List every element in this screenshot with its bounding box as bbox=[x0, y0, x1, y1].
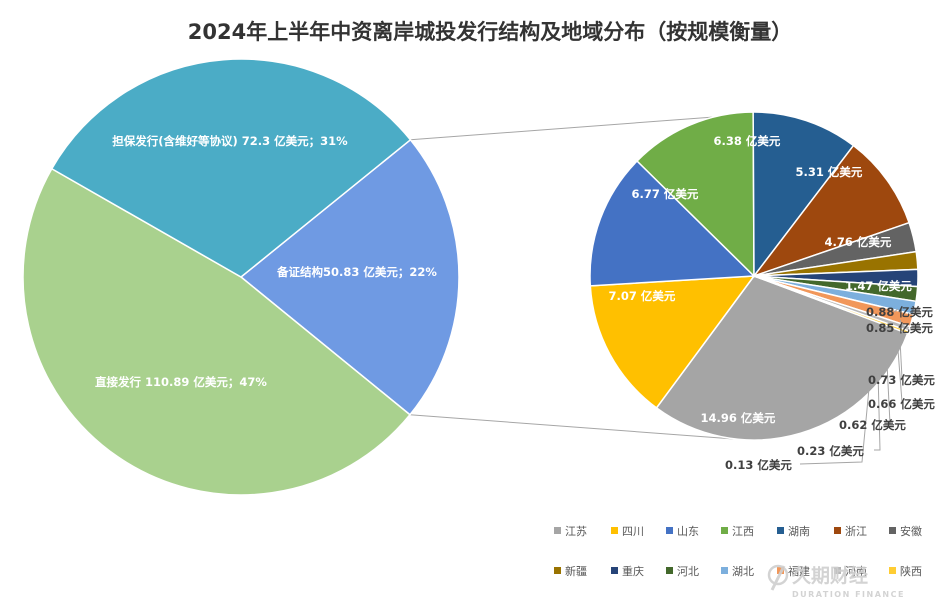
legend-label: 江苏 bbox=[565, 525, 587, 538]
legend-swatch bbox=[721, 527, 728, 534]
watermark-subtext: DURATION FINANCE bbox=[792, 590, 905, 599]
legend-item: 湖北 bbox=[721, 565, 754, 578]
watermark: 久期财经 DURATION FINANCE bbox=[767, 564, 905, 599]
leader-line bbox=[874, 371, 881, 451]
leader-line bbox=[799, 377, 871, 465]
legend-swatch bbox=[834, 527, 841, 534]
legend-swatch bbox=[777, 527, 784, 534]
legend-item: 陕西 bbox=[889, 564, 922, 578]
legend-label: 安徽 bbox=[900, 524, 922, 538]
secondary-pie-labels: 14.96 亿美元 7.07 亿美元 6.77 亿美元 6.38 亿美元 5.31 亿美… bbox=[609, 134, 936, 472]
legend-label: 江西 bbox=[732, 525, 754, 538]
legend-swatch bbox=[666, 567, 673, 574]
leader-line bbox=[886, 362, 891, 425]
secondary-pie-data-label: 4.76 亿美元 bbox=[825, 235, 892, 249]
legend-swatch bbox=[611, 527, 618, 534]
legend-item: 安徽 bbox=[889, 524, 922, 538]
secondary-pie-slice bbox=[752, 111, 855, 279]
secondary-pie bbox=[589, 111, 919, 441]
legend-swatch bbox=[554, 567, 561, 574]
legend-label: 河北 bbox=[677, 565, 699, 578]
legend-label: 山东 bbox=[677, 525, 699, 538]
leader-line bbox=[899, 319, 904, 328]
legend-label: 陕西 bbox=[900, 564, 922, 578]
secondary-pie-data-label: 0.85 亿美元 bbox=[866, 321, 933, 335]
watermark-text: 久期财经 bbox=[792, 564, 868, 587]
legend-swatch bbox=[889, 527, 896, 534]
legend-label: 重庆 bbox=[622, 564, 644, 578]
legend-item: 江西 bbox=[721, 525, 754, 538]
secondary-pie-data-label: 0.13 亿美元 bbox=[725, 458, 792, 472]
main-pie-slice bbox=[50, 58, 412, 278]
secondary-pie-data-label: 0.62 亿美元 bbox=[839, 418, 906, 432]
legend-label: 湖北 bbox=[732, 565, 754, 578]
secondary-pie-data-label: 7.07 亿美元 bbox=[609, 289, 676, 303]
secondary-pie-data-label: 0.23 亿美元 bbox=[797, 444, 864, 458]
legend-item: 江苏 bbox=[554, 525, 587, 538]
secondary-pie-slice bbox=[589, 159, 756, 287]
main-pie-slice bbox=[22, 167, 412, 496]
legend-swatch bbox=[666, 527, 673, 534]
secondary-pie-data-label: 6.38 亿美元 bbox=[714, 134, 781, 148]
main-pie: 担保发行(含维好等协议) 72.3 亿美元；31% 备证结构50.83 亿美元；2… bbox=[22, 58, 460, 496]
secondary-pie-data-label: 1.47 亿美元 bbox=[845, 279, 912, 293]
secondary-pie-slice bbox=[751, 144, 911, 278]
leader-line bbox=[893, 308, 899, 313]
watermark-logo-icon bbox=[767, 564, 789, 591]
main-pie-data-label: 备证结构50.83 亿美元；22% bbox=[276, 265, 437, 279]
legend-item: 山东 bbox=[666, 525, 699, 538]
secondary-pie-data-label: 14.96 亿美元 bbox=[701, 411, 776, 425]
connector-lines bbox=[409, 116, 735, 440]
legend-swatch bbox=[554, 527, 561, 534]
legend-swatch bbox=[611, 567, 618, 574]
legend-label: 浙江 bbox=[845, 525, 867, 538]
secondary-pie-data-label: 0.66 亿美元 bbox=[868, 397, 935, 411]
secondary-pie-data-label: 5.31 亿美元 bbox=[796, 165, 863, 179]
chart-title: 2024年上半年中资离岸城投发行结构及地域分布（按规模衡量） bbox=[188, 20, 792, 44]
legend-item: 浙江 bbox=[834, 525, 867, 538]
secondary-pie-leader-lines bbox=[799, 308, 904, 465]
secondary-pie-slice bbox=[635, 111, 755, 278]
legend-item: 湖南 bbox=[777, 525, 810, 538]
legend-label: 福建 bbox=[788, 564, 810, 578]
secondary-pie-slice bbox=[589, 275, 756, 409]
secondary-pie-slice bbox=[753, 275, 910, 335]
connector-line-bottom bbox=[409, 414, 735, 440]
legend-swatch bbox=[834, 567, 841, 574]
legend-item: 新疆 bbox=[554, 564, 587, 578]
secondary-pie-data-label: 0.73 亿美元 bbox=[868, 373, 935, 387]
secondary-pie-data-label: 6.77 亿美元 bbox=[632, 187, 699, 201]
legend-swatch bbox=[721, 567, 728, 574]
legend-item: 重庆 bbox=[611, 564, 644, 578]
legend-item: 河南 bbox=[834, 565, 867, 578]
main-pie-data-label: 担保发行(含维好等协议) 72.3 亿美元；31% bbox=[112, 134, 348, 148]
legend-item: 四川 bbox=[611, 525, 644, 538]
connector-line-top bbox=[410, 116, 715, 141]
legend-swatch bbox=[889, 567, 896, 574]
legend-label: 湖南 bbox=[788, 525, 810, 538]
legend-label: 新疆 bbox=[565, 564, 587, 578]
secondary-pie-data-label: 0.88 亿美元 bbox=[866, 305, 933, 319]
legend-label: 河南 bbox=[845, 565, 867, 578]
legend-item: 河北 bbox=[666, 565, 699, 578]
leader-line bbox=[899, 339, 903, 379]
leader-line bbox=[897, 349, 903, 403]
main-pie-slice bbox=[239, 138, 460, 416]
main-pie-data-label: 直接发行 110.89 亿美元；47% bbox=[95, 375, 267, 389]
legend-label: 四川 bbox=[622, 525, 644, 538]
secondary-pie-slice bbox=[655, 275, 909, 441]
